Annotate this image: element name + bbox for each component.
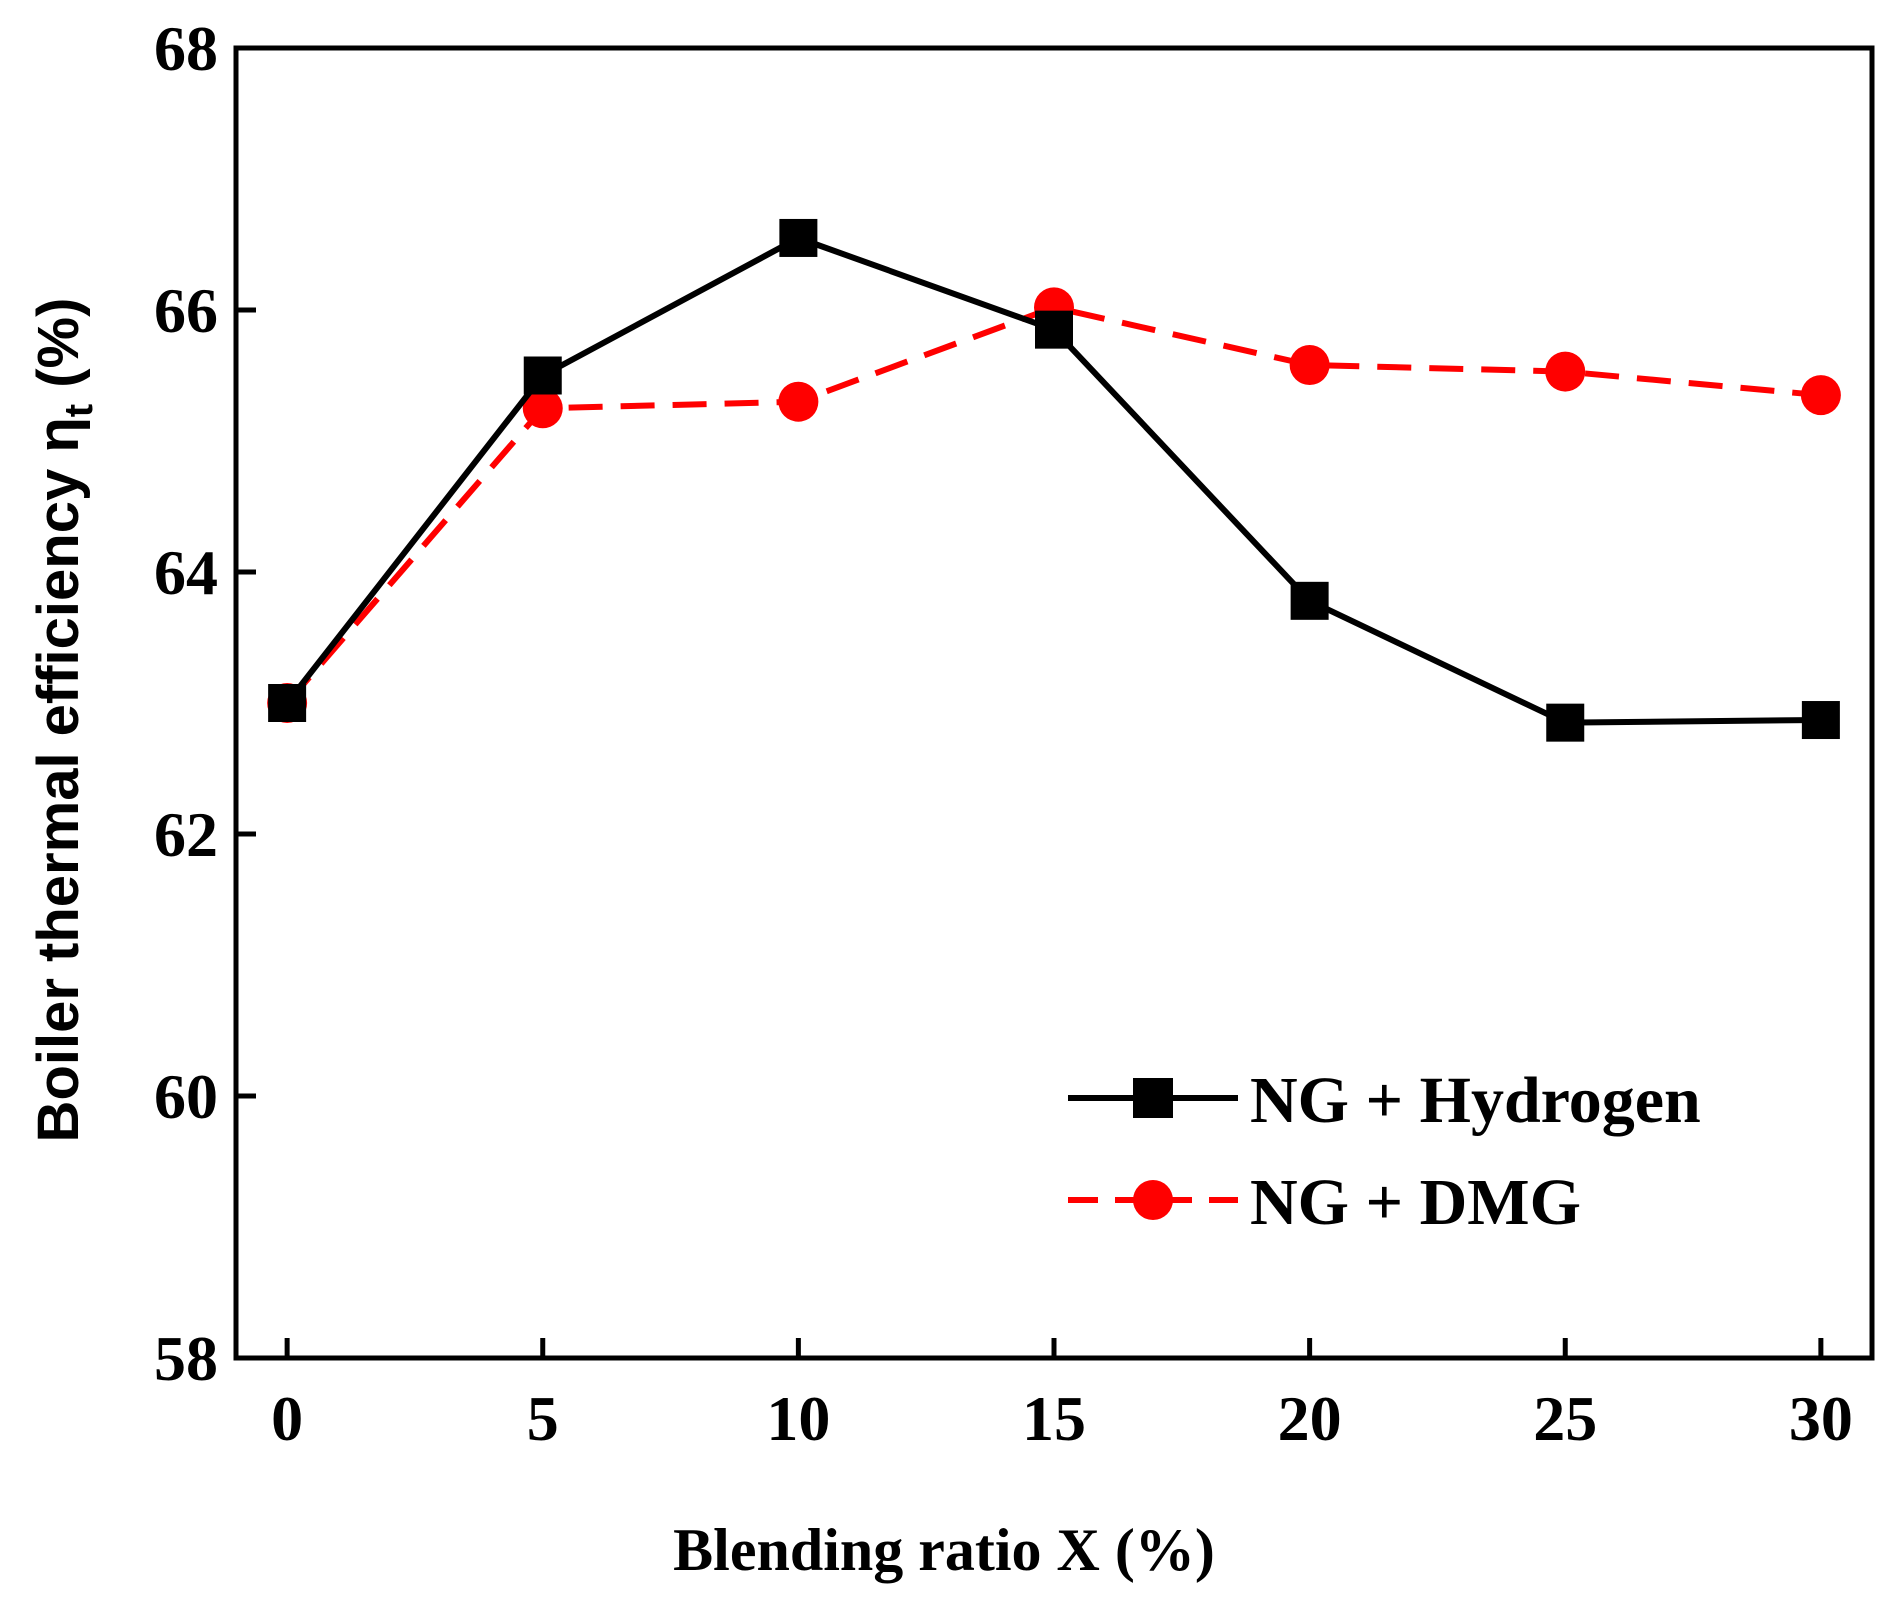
plot-frame: [233, 45, 1875, 1361]
data-point-hydrogen: [1035, 310, 1073, 349]
series-layer: [267, 218, 1841, 742]
data-point-dmg: [778, 381, 819, 422]
x-tick-label: 5: [527, 1383, 559, 1454]
tick-labels-layer: 58 60 62 64 66 68 0 5 10 15 20 25 30: [154, 13, 1853, 1454]
x-tick-label: 30: [1789, 1383, 1853, 1454]
y-tick-label: 64: [154, 537, 218, 608]
y-tick-label: 66: [154, 275, 218, 346]
x-tick-label: 20: [1278, 1383, 1342, 1454]
data-point-hydrogen: [779, 218, 818, 257]
y-axis-title-suffix: (%): [26, 298, 91, 404]
legend-marker-1: [1133, 1180, 1173, 1220]
legend-marker-0: [1133, 1078, 1173, 1118]
y-tick-label: 60: [154, 1061, 218, 1132]
y-axis-title-main: Boiler thermal efficiency η: [26, 417, 91, 1142]
ticks-layer: [236, 45, 1824, 1361]
x-axis-title: Blending ratio X (%): [673, 1517, 1215, 1583]
data-point-hydrogen: [268, 684, 307, 722]
y-tick-label: 68: [154, 13, 218, 84]
data-point-hydrogen: [1546, 703, 1585, 742]
legend: NG + Hydrogen NG + DMG: [1068, 1064, 1701, 1239]
y-axis-title-subscript: t: [57, 404, 101, 417]
legend-label-1: NG + DMG: [1250, 1166, 1581, 1239]
data-point-hydrogen: [523, 356, 562, 395]
data-point-hydrogen: [1290, 581, 1329, 620]
y-axis-title: Boiler thermal efficiency ηt (%): [26, 298, 101, 1143]
data-point-hydrogen: [1801, 701, 1840, 740]
legend-label-0: NG + Hydrogen: [1250, 1064, 1701, 1137]
data-point-dmg: [1289, 345, 1330, 386]
y-tick-label: 62: [154, 799, 218, 870]
data-point-dmg: [1545, 351, 1586, 392]
x-tick-label: 15: [1022, 1383, 1086, 1454]
data-point-dmg: [1800, 375, 1841, 416]
x-tick-label: 25: [1533, 1383, 1597, 1454]
x-tick-label: 10: [766, 1383, 830, 1454]
x-tick-label: 0: [271, 1383, 303, 1454]
y-tick-label: 58: [154, 1323, 218, 1394]
data-point-dmg: [522, 388, 563, 429]
